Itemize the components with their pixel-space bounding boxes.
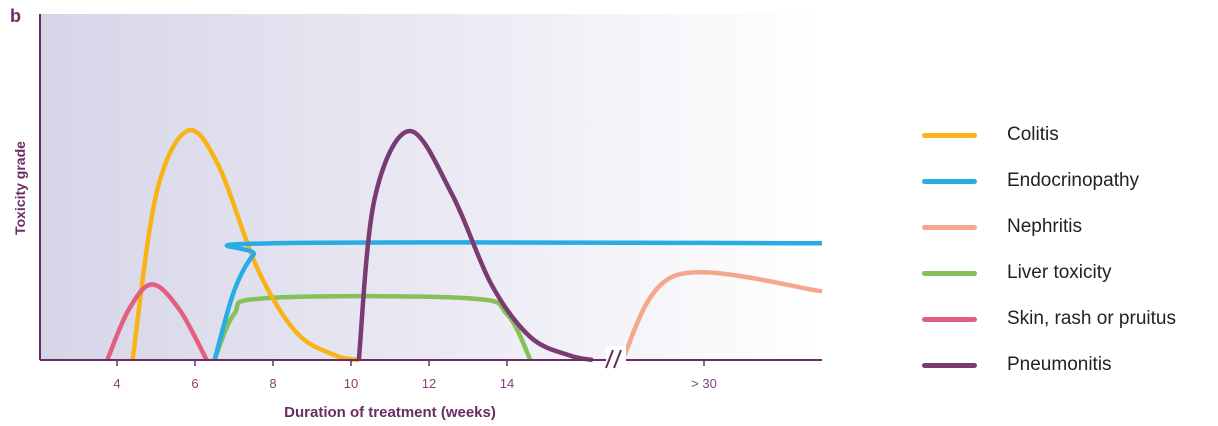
legend-label: Skin, rash or pruitus bbox=[1007, 308, 1176, 329]
legend-swatch bbox=[922, 362, 977, 368]
x-axis-label: Duration of treatment (weeks) bbox=[284, 404, 496, 421]
legend-label: Nephritis bbox=[1007, 216, 1082, 237]
curves-group bbox=[105, 127, 823, 363]
series-line-liver-toxicity bbox=[212, 293, 533, 362]
legend-item: Colitis bbox=[922, 112, 1176, 158]
x-tick-label: 12 bbox=[422, 376, 436, 391]
legend-item: Endocrinopathy bbox=[922, 158, 1176, 204]
x-tick-label: 10 bbox=[344, 376, 358, 391]
series-line-skin-rash-or-pruitus bbox=[105, 282, 209, 362]
panel-label: b bbox=[10, 6, 21, 26]
legend-label: Colitis bbox=[1007, 124, 1059, 145]
series-line-endocrinopathy bbox=[212, 240, 823, 361]
ticks-group: 4 6 8 10 12 14 > 30 bbox=[113, 360, 717, 391]
legend-swatch bbox=[922, 316, 977, 322]
plot-background bbox=[40, 14, 822, 360]
x-tick-label: 8 bbox=[269, 376, 276, 391]
legend-swatch bbox=[922, 132, 977, 138]
legend-label: Liver toxicity bbox=[1007, 262, 1112, 283]
series-line-colitis bbox=[130, 127, 360, 363]
legend-item: Pneumonitis bbox=[922, 342, 1176, 388]
x-tick-label: 4 bbox=[113, 376, 120, 391]
legend-swatch bbox=[922, 178, 977, 184]
legend-item: Liver toxicity bbox=[922, 250, 1176, 296]
x-tick-label: 14 bbox=[500, 376, 514, 391]
series-line-pneumonitis bbox=[356, 128, 594, 363]
x-tick-label: 6 bbox=[191, 376, 198, 391]
series-line-nephritis bbox=[620, 270, 823, 362]
x-tick-label: > 30 bbox=[691, 376, 717, 391]
legend-label: Pneumonitis bbox=[1007, 354, 1112, 375]
legend-swatch bbox=[922, 270, 977, 276]
legend-label: Endocrinopathy bbox=[1007, 170, 1140, 191]
legend-item: Nephritis bbox=[922, 204, 1176, 250]
legend: Colitis Endocrinopathy Nephritis Liver toxi… bbox=[922, 112, 1176, 388]
axis-break-marker bbox=[605, 346, 626, 369]
legend-item: Skin, rash or pruitus bbox=[922, 296, 1176, 342]
legend-swatch bbox=[922, 224, 977, 230]
